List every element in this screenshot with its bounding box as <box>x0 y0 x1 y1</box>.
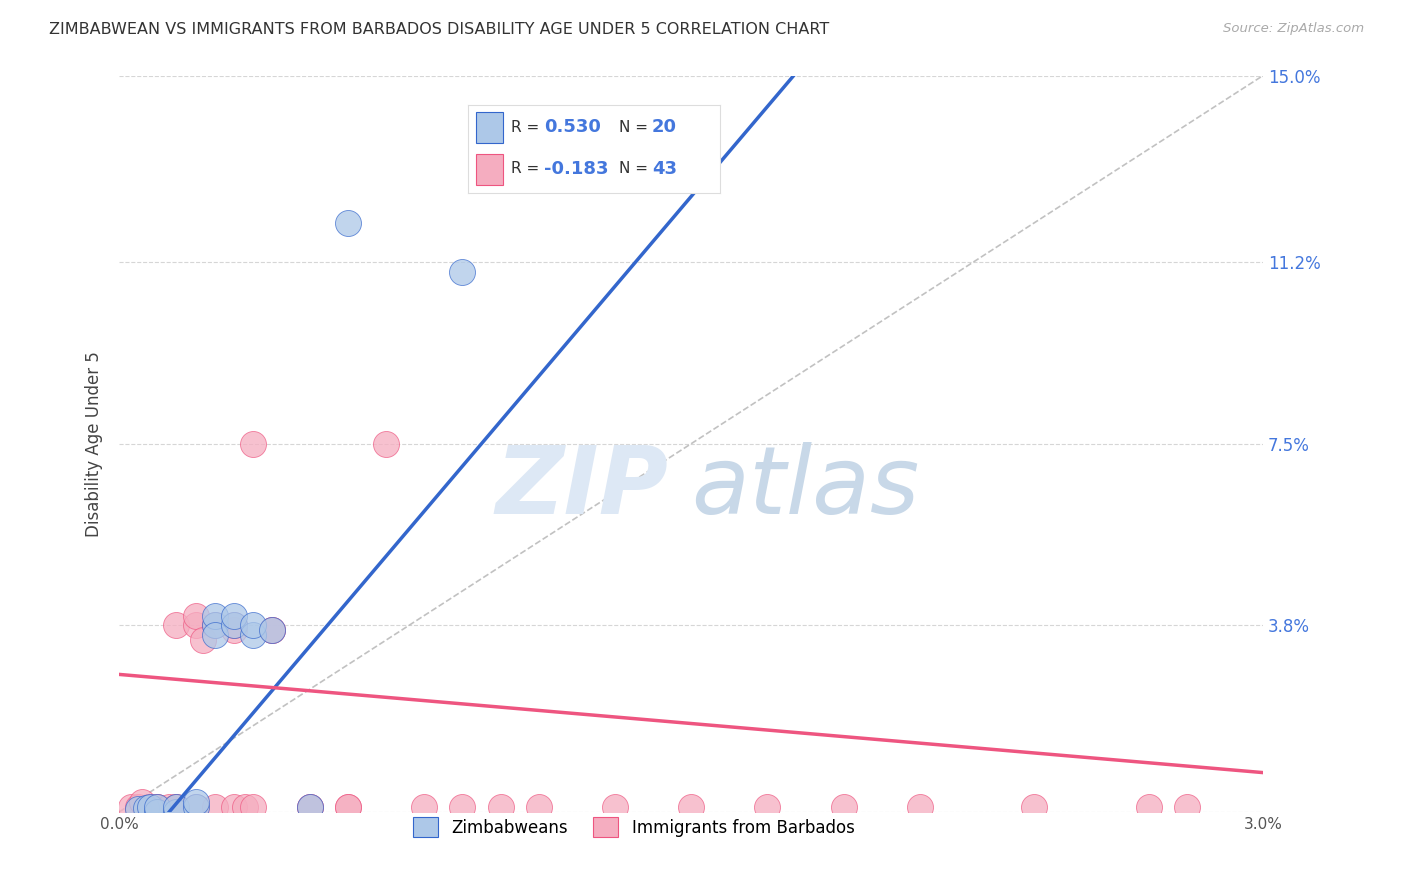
Point <box>184 800 207 814</box>
Text: atlas: atlas <box>692 442 920 533</box>
Point <box>204 618 226 632</box>
Point <box>527 800 550 814</box>
Point <box>120 800 142 814</box>
Point <box>242 800 264 814</box>
Point <box>204 628 226 642</box>
Point <box>222 624 245 638</box>
Point <box>204 618 226 632</box>
Point <box>166 805 188 819</box>
Point <box>222 608 245 623</box>
Point <box>242 628 264 642</box>
Legend: Zimbabweans, Immigrants from Barbados: Zimbabweans, Immigrants from Barbados <box>406 810 862 844</box>
Point <box>603 800 626 814</box>
Point <box>135 801 157 815</box>
Point <box>146 800 169 814</box>
Point <box>146 805 169 819</box>
Point <box>298 800 321 814</box>
Point <box>184 618 207 632</box>
Point <box>127 800 149 814</box>
Point <box>233 800 256 814</box>
Point <box>184 795 207 809</box>
Text: Source: ZipAtlas.com: Source: ZipAtlas.com <box>1223 22 1364 36</box>
Point <box>451 800 474 814</box>
Point <box>139 800 162 814</box>
Point <box>1024 800 1046 814</box>
Point <box>337 800 360 814</box>
Text: ZIMBABWEAN VS IMMIGRANTS FROM BARBADOS DISABILITY AGE UNDER 5 CORRELATION CHART: ZIMBABWEAN VS IMMIGRANTS FROM BARBADOS D… <box>49 22 830 37</box>
Point <box>489 800 512 814</box>
Point <box>260 624 283 638</box>
Point <box>298 800 321 814</box>
Point <box>139 800 162 814</box>
Point <box>146 805 169 819</box>
Point <box>222 618 245 632</box>
Point <box>139 805 162 819</box>
Point <box>451 265 474 279</box>
Point <box>908 800 931 814</box>
Point <box>298 800 321 814</box>
Point <box>242 618 264 632</box>
Point <box>337 800 360 814</box>
Point <box>127 802 149 816</box>
Y-axis label: Disability Age Under 5: Disability Age Under 5 <box>86 351 103 537</box>
Point <box>146 800 169 814</box>
Point <box>184 608 207 623</box>
Point <box>413 800 436 814</box>
Point <box>204 800 226 814</box>
Text: ZIP: ZIP <box>495 442 668 534</box>
Point <box>204 608 226 623</box>
Point <box>832 800 855 814</box>
Point <box>146 800 169 814</box>
Point <box>222 618 245 632</box>
Point <box>191 633 214 648</box>
Point <box>157 800 180 814</box>
Point <box>166 800 188 814</box>
Point <box>375 436 398 450</box>
Point <box>166 618 188 632</box>
Point <box>1137 800 1160 814</box>
Point <box>222 800 245 814</box>
Point <box>337 216 360 230</box>
Point <box>756 800 779 814</box>
Point <box>184 800 207 814</box>
Point <box>242 436 264 450</box>
Point <box>166 800 188 814</box>
Point <box>131 795 153 809</box>
Point <box>260 624 283 638</box>
Point <box>681 800 703 814</box>
Point <box>166 800 188 814</box>
Point <box>260 624 283 638</box>
Point <box>1175 800 1198 814</box>
